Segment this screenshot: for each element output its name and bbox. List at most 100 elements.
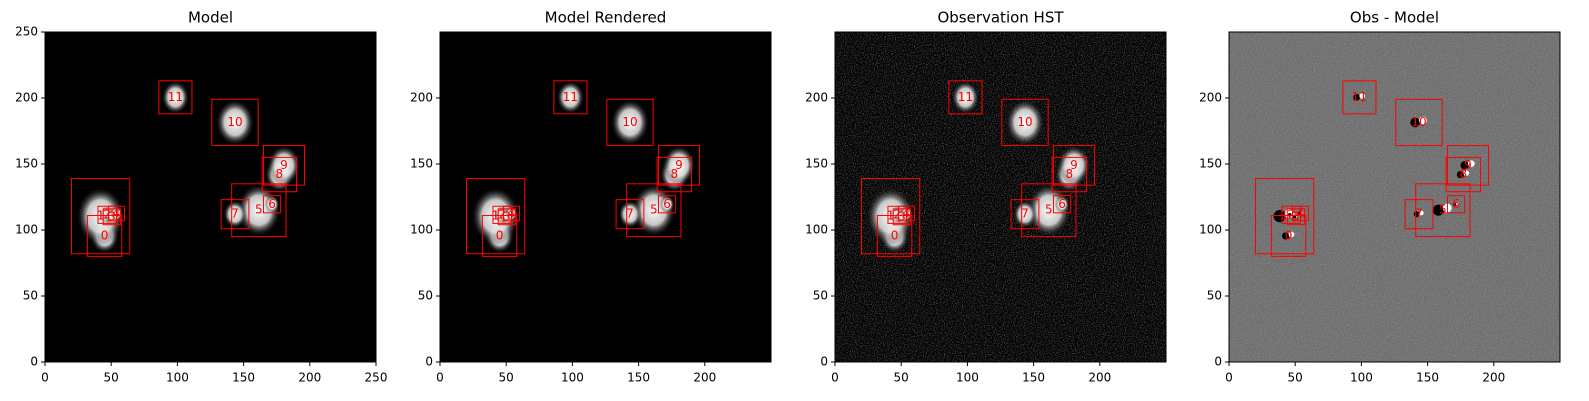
residual-blob: [1418, 116, 1427, 125]
bounding-box: [211, 98, 259, 147]
axes-frame: [44, 31, 377, 363]
source-blob: [1054, 195, 1070, 213]
x-tick-label: 50: [1288, 371, 1303, 385]
box-label: 1: [97, 209, 105, 223]
bounding-box: [615, 199, 645, 230]
axes-frame: [1228, 31, 1561, 363]
bounding-box: [1446, 145, 1490, 186]
box-label: 0: [891, 228, 899, 242]
y-tick-label: 150: [410, 157, 433, 171]
bounding-box: [262, 145, 306, 186]
x-tick-label: 150: [232, 371, 255, 385]
image: [440, 32, 771, 362]
image: [1229, 32, 1560, 362]
box-label: 4: [1297, 206, 1305, 220]
box-label: 10: [1017, 115, 1032, 129]
residual-blob: [1410, 117, 1420, 128]
source-blob: [215, 99, 255, 146]
bounding-box: [553, 80, 588, 115]
box-label: 8: [1066, 167, 1074, 181]
x-tick-label: 200: [298, 371, 321, 385]
source-blob: [1005, 99, 1045, 146]
box-label: 5: [650, 203, 658, 217]
x-tick-label: 200: [1088, 371, 1111, 385]
bounding-box: [626, 183, 682, 238]
bounding-box: [220, 199, 250, 230]
y-tick-label: 250: [15, 25, 38, 39]
bounding-box: [158, 80, 193, 115]
x-tick-label: 100: [561, 371, 584, 385]
bounding-box: [1052, 145, 1096, 186]
bounding-box: [1270, 214, 1307, 257]
bounding-box: [1281, 205, 1301, 224]
bounding-box: [1445, 156, 1482, 193]
box-label: 2: [1287, 207, 1295, 221]
axes-frame: [834, 31, 1167, 363]
bounding-box: [656, 156, 693, 193]
x-tick-label: 0: [41, 371, 49, 385]
box-label: 4: [508, 206, 516, 220]
bounding-box: [262, 195, 282, 214]
bounding-box: [1052, 195, 1072, 214]
box-label: 3: [898, 209, 906, 223]
box-label: 2: [893, 207, 901, 221]
box-label: 0: [1285, 228, 1293, 242]
box-label: 8: [671, 167, 679, 181]
source-blob: [951, 80, 980, 114]
y-tick-label: 0: [1214, 355, 1222, 369]
x-tick-label: 0: [1225, 371, 1233, 385]
bounding-box: [1051, 156, 1088, 193]
x-tick-label: 0: [831, 371, 839, 385]
bounding-box: [887, 205, 907, 224]
source-blob: [264, 195, 280, 213]
y-tick-label: 100: [1199, 223, 1222, 237]
source-blob: [267, 145, 301, 186]
bounding-box: [1404, 199, 1434, 230]
y-tick-label: 50: [418, 289, 433, 303]
bounding-box: [1286, 208, 1305, 226]
image: [835, 32, 1166, 362]
y-tick-label: 200: [805, 91, 828, 105]
x-tick-label: 100: [956, 371, 979, 385]
box-label: 7: [231, 207, 239, 221]
x-tick-label: 250: [365, 371, 388, 385]
residual-blob: [1463, 170, 1470, 177]
y-tick-label: 0: [30, 355, 38, 369]
x-tick-label: 50: [499, 371, 514, 385]
x-tick-label: 200: [693, 371, 716, 385]
box-label: 8: [276, 167, 284, 181]
x-tick-label: 150: [627, 371, 650, 385]
residual-blob: [1418, 210, 1424, 216]
box-label: 3: [1292, 209, 1300, 223]
y-tick-label: 200: [15, 91, 38, 105]
bounding-box: [465, 178, 526, 255]
box-label: 8: [1460, 167, 1468, 181]
box-label: 0: [496, 228, 504, 242]
box-label: 10: [1411, 115, 1426, 129]
x-tick-label: 100: [1350, 371, 1373, 385]
box-label: 11: [1352, 90, 1367, 104]
box-label: 11: [958, 90, 973, 104]
bounding-box: [1342, 80, 1377, 115]
bounding-box: [86, 214, 123, 257]
box-label: 1: [1281, 209, 1289, 223]
y-tick-label: 150: [1199, 157, 1222, 171]
bounding-box: [657, 145, 701, 186]
residual-blob: [1456, 170, 1465, 179]
box-label: 6: [1452, 197, 1460, 211]
bounding-box: [606, 98, 654, 147]
box-label: 6: [268, 197, 276, 211]
y-tick-label: 0: [425, 355, 433, 369]
box-label: 5: [1439, 203, 1447, 217]
bounding-box: [898, 205, 915, 222]
box-label: 6: [1058, 197, 1066, 211]
box-label: 2: [498, 207, 506, 221]
bounding-box: [1001, 98, 1049, 147]
image: [45, 32, 376, 362]
box-label: 0: [101, 228, 109, 242]
panel-title: Model Rendered: [545, 9, 667, 27]
bounding-box: [1395, 98, 1443, 147]
